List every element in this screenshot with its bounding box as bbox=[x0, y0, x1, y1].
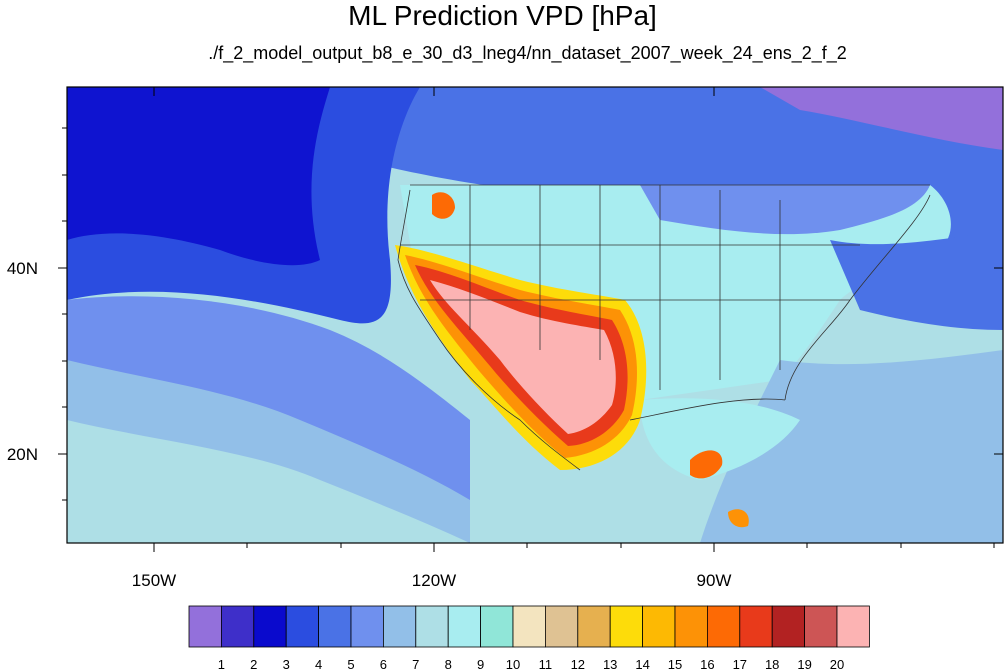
plot-frame bbox=[66, 86, 1004, 544]
colorbar-swatch bbox=[415, 605, 449, 648]
colorbar-swatch bbox=[545, 605, 579, 648]
ocean-south-light bbox=[67, 420, 470, 543]
colorbar-swatch bbox=[480, 605, 514, 648]
west-coast-line bbox=[397, 189, 581, 471]
colorbar-tick-label: 8 bbox=[445, 657, 452, 672]
colorbar-swatch bbox=[318, 605, 352, 648]
gulf-coast-line bbox=[629, 398, 786, 421]
coastlines bbox=[397, 184, 931, 471]
dry-spot-central-america bbox=[728, 509, 749, 528]
colorbar-tick-label: 19 bbox=[797, 657, 811, 672]
dry-spot-oregon bbox=[432, 192, 455, 219]
colorbar-tick-label: 2 bbox=[250, 657, 257, 672]
vpd-field bbox=[67, 87, 1003, 543]
colorbar-swatch bbox=[609, 605, 644, 648]
colorbar-tick-label: 9 bbox=[477, 657, 484, 672]
dry-zone-core bbox=[430, 280, 616, 434]
colorbar-tick-label: 1 bbox=[218, 657, 225, 672]
colorbar-swatch bbox=[642, 605, 676, 648]
colorbar-tick-label: 13 bbox=[603, 657, 617, 672]
atlantic-south bbox=[700, 350, 1003, 543]
colorbar-swatch bbox=[285, 605, 320, 648]
map-title: ML Prediction VPD [hPa] bbox=[348, 0, 657, 31]
colorbar-swatch bbox=[577, 605, 611, 648]
colorbar-swatch bbox=[447, 605, 482, 648]
lon-label-150w: 150W bbox=[132, 571, 176, 590]
colorbar-tick-label: 6 bbox=[380, 657, 387, 672]
colorbar-tick-label: 7 bbox=[412, 657, 419, 672]
colorbar: 1 2 3 4 5 6 7 8 9 10 11 12 13 14 15 16 17 18 19 20 bbox=[188, 605, 870, 672]
colorbar-swatch bbox=[253, 605, 287, 648]
dry-spot-mexico bbox=[690, 450, 723, 479]
ocean-northwest-core bbox=[67, 87, 330, 266]
land-great-lakes-band bbox=[640, 185, 930, 235]
map-subtitle: ./f_2_model_output_b8_e_30_d3_lneg4/nn_d… bbox=[208, 43, 847, 63]
colorbar-tick-label: 18 bbox=[765, 657, 779, 672]
lat-label-40n: 40N bbox=[7, 259, 38, 278]
colorbar-swatch bbox=[739, 605, 773, 648]
colorbar-swatch bbox=[188, 605, 222, 648]
colorbar-swatch bbox=[674, 605, 708, 648]
land-east-band bbox=[830, 230, 1003, 330]
colorbar-tick-label: 10 bbox=[506, 657, 520, 672]
colorbar-swatch bbox=[707, 605, 741, 648]
colorbar-tick-label: 16 bbox=[700, 657, 714, 672]
colorbar-tick-label: 5 bbox=[347, 657, 354, 672]
colorbar-tick-label: 17 bbox=[733, 657, 747, 672]
colorbar-swatch bbox=[512, 605, 546, 648]
lat-label-20n: 20N bbox=[7, 445, 38, 464]
tick-marks bbox=[58, 87, 1003, 552]
colorbar-swatch bbox=[350, 605, 384, 648]
colorbar-tick-label: 15 bbox=[668, 657, 682, 672]
colorbar-tick-label: 11 bbox=[539, 657, 553, 672]
colorbar-tick-label: 4 bbox=[315, 657, 322, 672]
colorbar-tick-label: 12 bbox=[571, 657, 585, 672]
lon-label-90w: 90W bbox=[697, 571, 732, 590]
colorbar-swatch bbox=[220, 605, 255, 648]
colorbar-swatch bbox=[382, 605, 417, 648]
colorbar-swatch bbox=[804, 605, 838, 648]
gulf-light bbox=[640, 398, 800, 480]
colorbar-tick-label: 14 bbox=[635, 657, 649, 672]
lon-label-120w: 120W bbox=[412, 571, 456, 590]
ocean-north-purple bbox=[760, 87, 1003, 150]
colorbar-tick-label: 20 bbox=[830, 657, 844, 672]
colorbar-tick-label: 3 bbox=[283, 657, 290, 672]
dry-zone bbox=[395, 192, 749, 528]
colorbar-swatch bbox=[771, 605, 806, 648]
colorbar-swatch bbox=[836, 605, 870, 648]
